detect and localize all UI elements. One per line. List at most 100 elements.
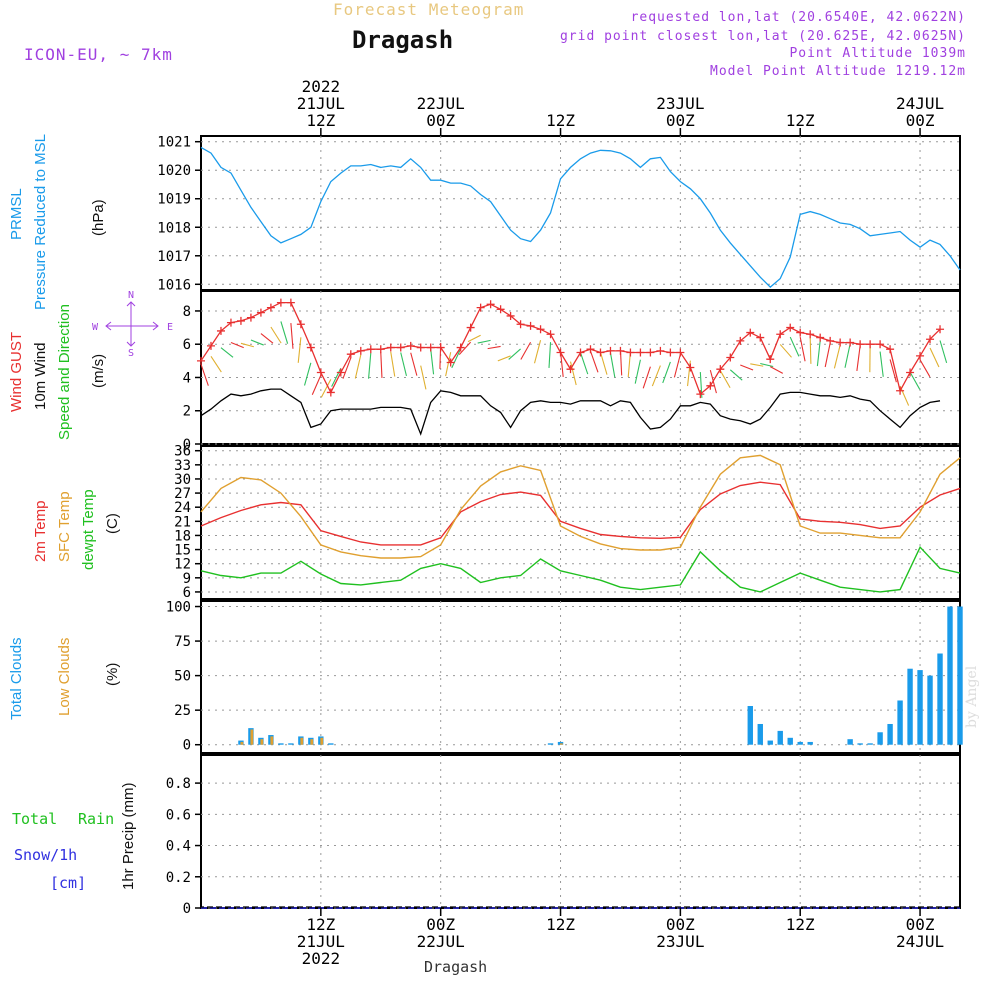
- wind-direction-arrow: [497, 355, 511, 362]
- y-tick-label: 75: [174, 634, 191, 650]
- y-tick-label: 6: [183, 585, 191, 601]
- wind-gust-point: [276, 298, 285, 307]
- wind-gust-point: [306, 343, 315, 352]
- wind-direction-arrow: [250, 339, 264, 346]
- top-time-label: 12Z: [546, 111, 575, 130]
- wind-gust-point: [546, 330, 555, 339]
- wind-gust-point: [936, 325, 945, 334]
- top-time-label: 21JUL: [297, 94, 345, 113]
- wind-direction-arrow: [458, 341, 472, 355]
- wind-gust-point: [496, 305, 505, 314]
- wind-gust-point: [706, 381, 715, 390]
- wind-direction-arrow: [451, 348, 462, 369]
- wind-gust-point: [756, 333, 765, 342]
- panel-frame-1: [200, 290, 961, 445]
- top-time-label: 00Z: [426, 111, 455, 130]
- wind-gust-point: [886, 345, 895, 354]
- snow-unit: [cm]: [50, 874, 87, 892]
- wind-direction-arrow: [799, 337, 806, 362]
- wind-direction-arrow: [520, 341, 532, 360]
- wind-direction-arrow: [816, 340, 821, 367]
- bottom-time-label: 21JUL: [297, 932, 345, 951]
- wind-direction-arrow: [290, 323, 294, 349]
- bottom-time-label: 23JUL: [656, 932, 704, 951]
- top-time-label: 2022: [302, 77, 341, 96]
- top-time-label: 22JUL: [417, 94, 465, 113]
- wind-direction-arrow: [368, 352, 372, 379]
- wind-direction-arrow: [889, 359, 897, 383]
- total-label: Total: [12, 810, 58, 828]
- wind-gust-point: [816, 333, 825, 342]
- wind-gust-point: [466, 323, 475, 332]
- total-clouds-bar: [957, 606, 963, 745]
- wind-gust-point: [346, 350, 355, 359]
- wind-gust-point: [666, 348, 675, 357]
- y-tick-label: 33: [174, 458, 191, 474]
- wind-direction-arrow: [533, 340, 542, 364]
- wind-gust-point: [736, 336, 745, 345]
- y-tick-label: 15: [174, 543, 191, 559]
- y-tick-label: 0: [183, 437, 191, 453]
- wind-direction-arrow: [467, 334, 481, 343]
- wind-gust-point: [216, 326, 225, 335]
- wind-direction-arrow: [354, 354, 362, 379]
- wind-gust-point: [916, 351, 925, 360]
- total-clouds-bar: [857, 743, 863, 745]
- wind-direction-arrow: [579, 352, 589, 375]
- compass-n: N: [128, 290, 134, 301]
- bottom-time-label: 00Z: [666, 915, 695, 934]
- wind-gust-point: [316, 368, 325, 377]
- total-clouds-bar: [787, 737, 793, 745]
- wind-direction-arrow: [548, 342, 552, 368]
- wind-gust-point: [536, 325, 545, 334]
- wind-direction-arrow: [420, 365, 427, 390]
- rain-label: Rain: [78, 810, 115, 828]
- info-model-altitude: Model Point Altitude 1219.12m: [710, 64, 966, 79]
- wind-gust-point: [636, 348, 645, 357]
- wind-gust-point: [596, 348, 605, 357]
- wind-direction-arrow: [410, 352, 418, 376]
- temp-dew-series-line: [200, 545, 961, 593]
- wind-gust-point: [646, 348, 655, 357]
- wind-direction-arrow: [750, 363, 764, 367]
- info-point-altitude: Point Altitude 1039m: [789, 46, 966, 61]
- y-tick-label: 1018: [157, 220, 191, 236]
- wind-direction-arrow: [311, 374, 322, 395]
- total-clouds-bar: [867, 743, 873, 745]
- bottom-time-label: 2022: [302, 949, 341, 968]
- total-clouds-bar: [767, 740, 773, 745]
- wind-gust-point: [776, 330, 785, 339]
- total-clouds-bar: [877, 732, 883, 745]
- total-clouds-bar: [807, 741, 813, 745]
- y-tick-label: 9: [183, 571, 191, 587]
- wind-gust-point: [516, 320, 525, 329]
- wind-gust-point: [476, 303, 485, 312]
- total-clouds-bar: [927, 675, 933, 745]
- wind-gust-point: [356, 346, 365, 355]
- compass-legend: N W E S: [92, 290, 173, 359]
- wind-direction-arrow: [789, 336, 800, 357]
- wind-gust-point: [586, 345, 595, 354]
- wind-gust-point: [406, 341, 415, 350]
- wind-gust-point: [926, 335, 935, 344]
- bottom-time-label: 24JUL: [896, 932, 944, 951]
- wind-direction-arrow: [200, 364, 209, 386]
- wind-direction-arrow: [769, 366, 784, 374]
- low-clouds-bar: [260, 739, 264, 745]
- wind-gust-point: [656, 346, 665, 355]
- y-tick-label: 0.6: [166, 807, 191, 823]
- compass-e: E: [167, 322, 173, 333]
- wind-gust-point: [246, 313, 255, 322]
- top-time-label: 24JUL: [896, 94, 944, 113]
- wind-gust-point: [396, 343, 405, 352]
- low-clouds-bar: [270, 736, 274, 745]
- wind-gust-point: [416, 343, 425, 352]
- wind-direction-arrow: [609, 352, 616, 378]
- temp-sfc-series-line: [200, 454, 961, 559]
- wind-direction-arrow: [729, 369, 743, 381]
- wind-direction-arrow: [230, 341, 244, 349]
- wind-direction-arrow: [390, 351, 396, 377]
- wind-direction-arrow: [909, 371, 921, 390]
- wind-direction-arrow: [879, 351, 884, 377]
- wind-direction-arrow: [779, 344, 792, 358]
